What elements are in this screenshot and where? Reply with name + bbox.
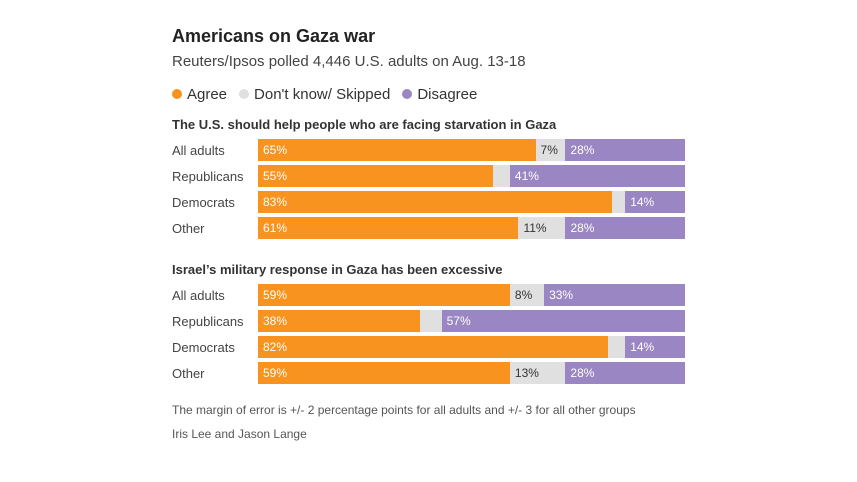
bar-segment-dk: 13% (509, 362, 566, 384)
bar-segment-agree: 65% (258, 139, 536, 161)
chart-title: Americans on Gaza war (172, 26, 376, 46)
bar-segment-dk: 7% (535, 139, 566, 161)
credit: Iris Lee and Jason Lange (172, 427, 307, 441)
category-label: Other (172, 220, 205, 236)
legend-label: Agree (187, 85, 228, 103)
bar-segment-dk (612, 191, 626, 213)
legend-swatch-dk (239, 89, 250, 99)
bar-segment-disagree: 28% (565, 139, 685, 161)
bar-row: Republicans 38% 57% (172, 310, 692, 332)
chart-section-1: The U.S. should help people who are faci… (172, 116, 692, 239)
bar-row: Republicans 55% 41% (172, 165, 692, 187)
bar-segment-agree: 55% (258, 165, 493, 187)
bar-segment-dk: 8% (509, 284, 545, 306)
chart-section-2: Israel’s military response in Gaza has b… (172, 261, 692, 384)
bar-row: Democrats 82% 14% (172, 336, 692, 358)
bar-segment-agree: 59% (258, 362, 510, 384)
bar-segment-agree: 83% (258, 191, 613, 213)
legend-swatch-disagree (402, 89, 413, 99)
question-title: Israel’s military response in Gaza has b… (172, 262, 503, 277)
chart-sections: The U.S. should help people who are faci… (172, 116, 692, 384)
stacked-bar: 38% 57% (258, 310, 685, 332)
chart-subtitle: Reuters/Ipsos polled 4,446 U.S. adults o… (172, 53, 526, 70)
bar-segment-disagree: 33% (544, 284, 685, 306)
bar-segment-disagree: 14% (625, 191, 685, 213)
legend-label: Don't know/ Skipped (254, 85, 391, 103)
bar-segment-dk (492, 165, 510, 187)
category-label: All adults (172, 142, 225, 158)
bar-segment-agree: 61% (258, 217, 519, 239)
bar-row: All adults 59% 8% 33% (172, 284, 692, 306)
stacked-bar: 55% 41% (258, 165, 685, 187)
legend: Agree Don't know/ Skipped Disagree (172, 84, 692, 104)
stacked-bar: 82% 14% (258, 336, 685, 358)
bar-row: Other 61% 11% 28% (172, 217, 692, 239)
legend-item-agree: Agree (172, 86, 227, 103)
question-title: The U.S. should help people who are faci… (172, 117, 557, 132)
legend-item-disagree: Disagree (402, 86, 477, 103)
bar-segment-agree: 82% (258, 336, 609, 358)
bar-row: Other 59% 13% 28% (172, 362, 692, 384)
stacked-bar: 59% 8% 33% (258, 284, 685, 306)
stacked-bar: 83% 14% (258, 191, 685, 213)
chart-card: Americans on Gaza war Reuters/Ipsos poll… (172, 24, 692, 442)
bar-row: All adults 65% 7% 28% (172, 139, 692, 161)
legend-label: Disagree (417, 85, 478, 103)
bar-segment-disagree: 28% (565, 362, 685, 384)
stacked-bar: 65% 7% 28% (258, 139, 685, 161)
category-label: Republicans (172, 168, 244, 184)
footnote: The margin of error is +/- 2 percentage … (172, 403, 636, 417)
category-label: Democrats (172, 194, 235, 210)
bar-segment-disagree: 14% (625, 336, 685, 358)
category-label: All adults (172, 287, 225, 303)
bar-row: Democrats 83% 14% (172, 191, 692, 213)
stacked-bar: 61% 11% 28% (258, 217, 685, 239)
legend-item-dk: Don't know/ Skipped (239, 86, 390, 103)
bar-segment-dk: 11% (518, 217, 566, 239)
category-label: Democrats (172, 339, 235, 355)
category-label: Republicans (172, 313, 244, 329)
bar-segment-dk (608, 336, 626, 358)
bar-segment-disagree: 28% (565, 217, 685, 239)
bar-segment-dk (420, 310, 442, 332)
bar-segment-disagree: 57% (441, 310, 685, 332)
legend-swatch-agree (172, 89, 182, 99)
stacked-bar: 59% 13% 28% (258, 362, 685, 384)
category-label: Other (172, 365, 205, 381)
bar-segment-agree: 59% (258, 284, 510, 306)
bar-segment-disagree: 41% (509, 165, 685, 187)
bar-segment-agree: 38% (258, 310, 421, 332)
